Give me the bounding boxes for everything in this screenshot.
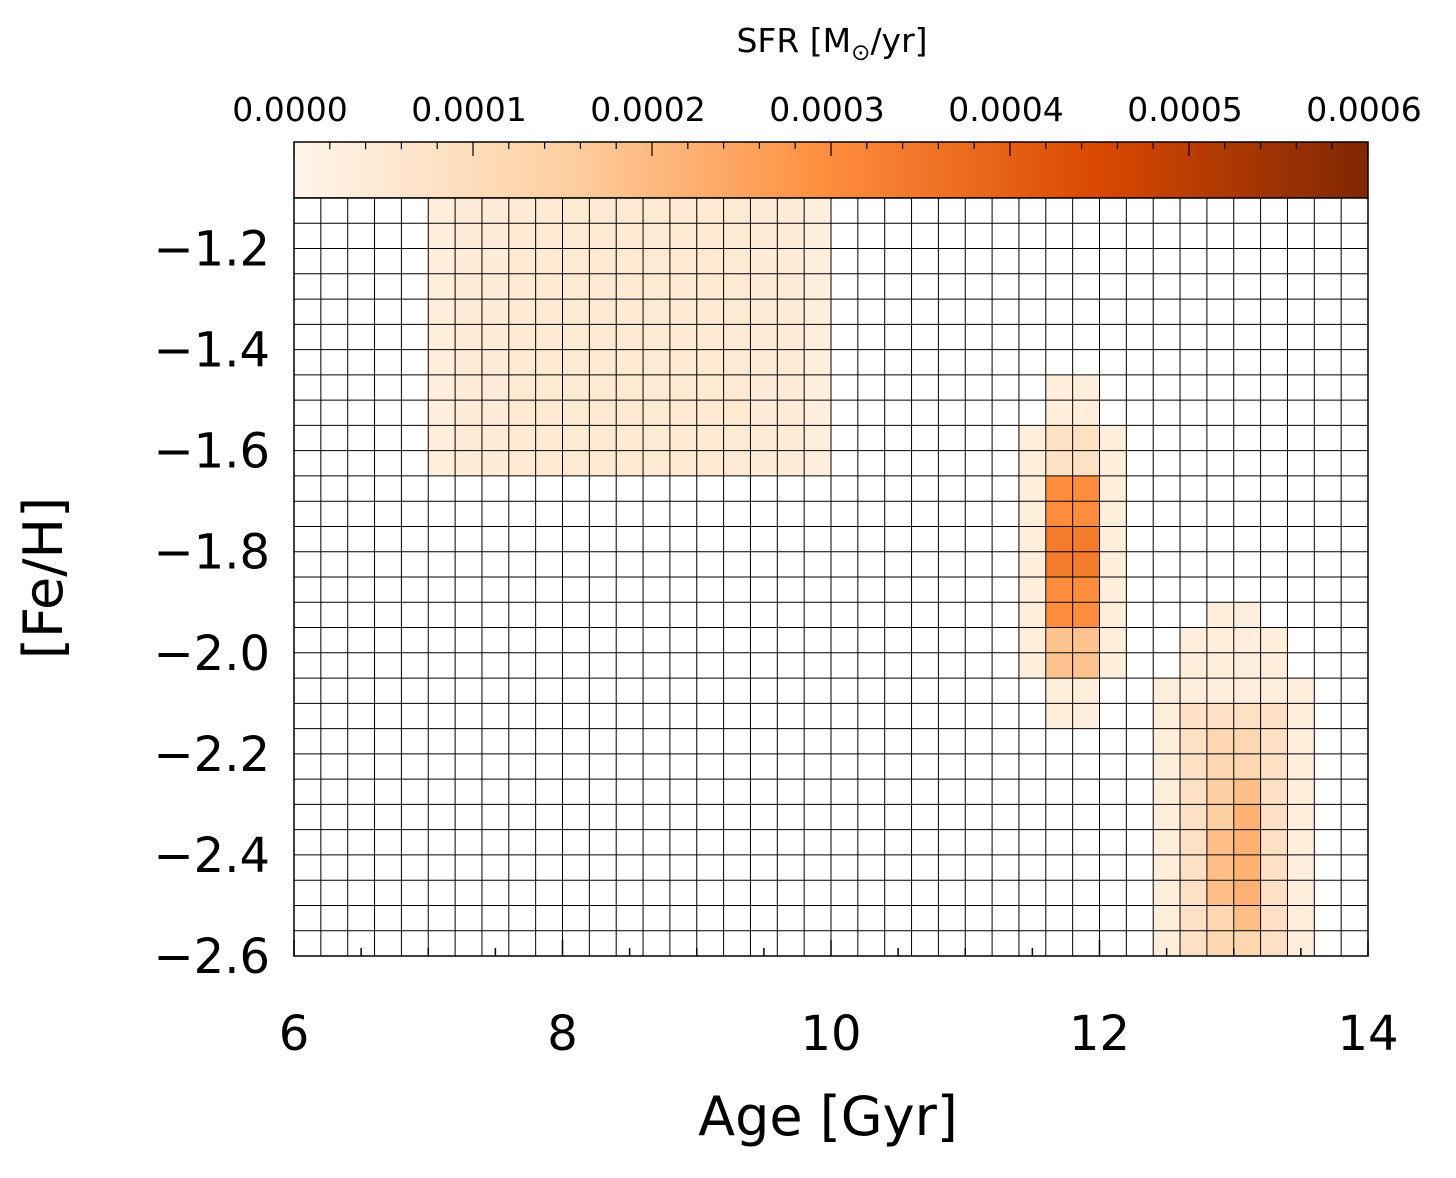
y-axis-title: [Fe/H] <box>12 497 75 659</box>
heatmap-cell <box>804 198 831 476</box>
y-tick-label: −1.2 <box>153 222 270 278</box>
x-tick-label: 8 <box>547 1006 578 1062</box>
colorbar-tick-label: 0.0006 <box>1306 90 1421 129</box>
y-tick-label: −2.2 <box>153 727 270 783</box>
y-tick-label: −2.6 <box>153 929 270 985</box>
colorbar: SFR [M⊙/yr] 0.0000 0.0001 0.0002 0.0003 0.00… <box>232 21 1422 199</box>
x-tick-label: 12 <box>1069 1006 1130 1062</box>
x-tick-label: 14 <box>1337 1006 1398 1062</box>
x-axis-tick-labels: 6 8 10 12 14 <box>279 1006 1399 1062</box>
y-tick-label: −1.6 <box>153 424 270 480</box>
colorbar-tick-label: 0.0005 <box>1127 90 1242 129</box>
plot-area <box>293 197 1369 957</box>
bin-grid <box>294 198 1368 956</box>
heatmap-cell <box>428 198 456 476</box>
heatmap-cell <box>1206 829 1234 906</box>
x-tick-label: 6 <box>279 1006 310 1062</box>
colorbar-title: SFR [M⊙/yr] <box>736 21 927 66</box>
heatmap-cell <box>508 198 751 476</box>
colorbar-title-prefix: SFR [M <box>736 21 851 60</box>
colorbar-tick-label: 0.0002 <box>590 90 705 129</box>
x-tick-label: 10 <box>800 1006 861 1062</box>
y-tick-label: −2.4 <box>153 828 270 884</box>
y-tick-label: −1.4 <box>153 323 270 379</box>
colorbar-tick-label: 0.0004 <box>948 90 1063 129</box>
plot-frame <box>293 197 1369 957</box>
colorbar-ticks <box>293 142 1369 156</box>
x-axis-title: Age [Gyr] <box>698 1085 958 1148</box>
colorbar-tick-label: 0.0001 <box>411 90 526 129</box>
heatmap-cell <box>1287 678 1315 956</box>
colorbar-tick-label: 0.0003 <box>769 90 884 129</box>
heatmap-cell <box>1153 678 1181 956</box>
y-tick-label: −1.8 <box>153 525 270 581</box>
colorbar-title-suffix: /yr] <box>870 21 927 60</box>
colorbar-title-symbol: ⊙ <box>851 40 870 66</box>
y-axis-tick-labels: −1.2 −1.4 −1.6 −1.8 −2.0 −2.2 −2.4 −2.6 <box>153 222 270 985</box>
y-tick-label: −2.0 <box>153 626 270 682</box>
colorbar-tick-label: 0.0000 <box>232 90 347 129</box>
colorbar-tick-labels: 0.0000 0.0001 0.0002 0.0003 0.0004 0.0005 0.00… <box>232 90 1421 129</box>
